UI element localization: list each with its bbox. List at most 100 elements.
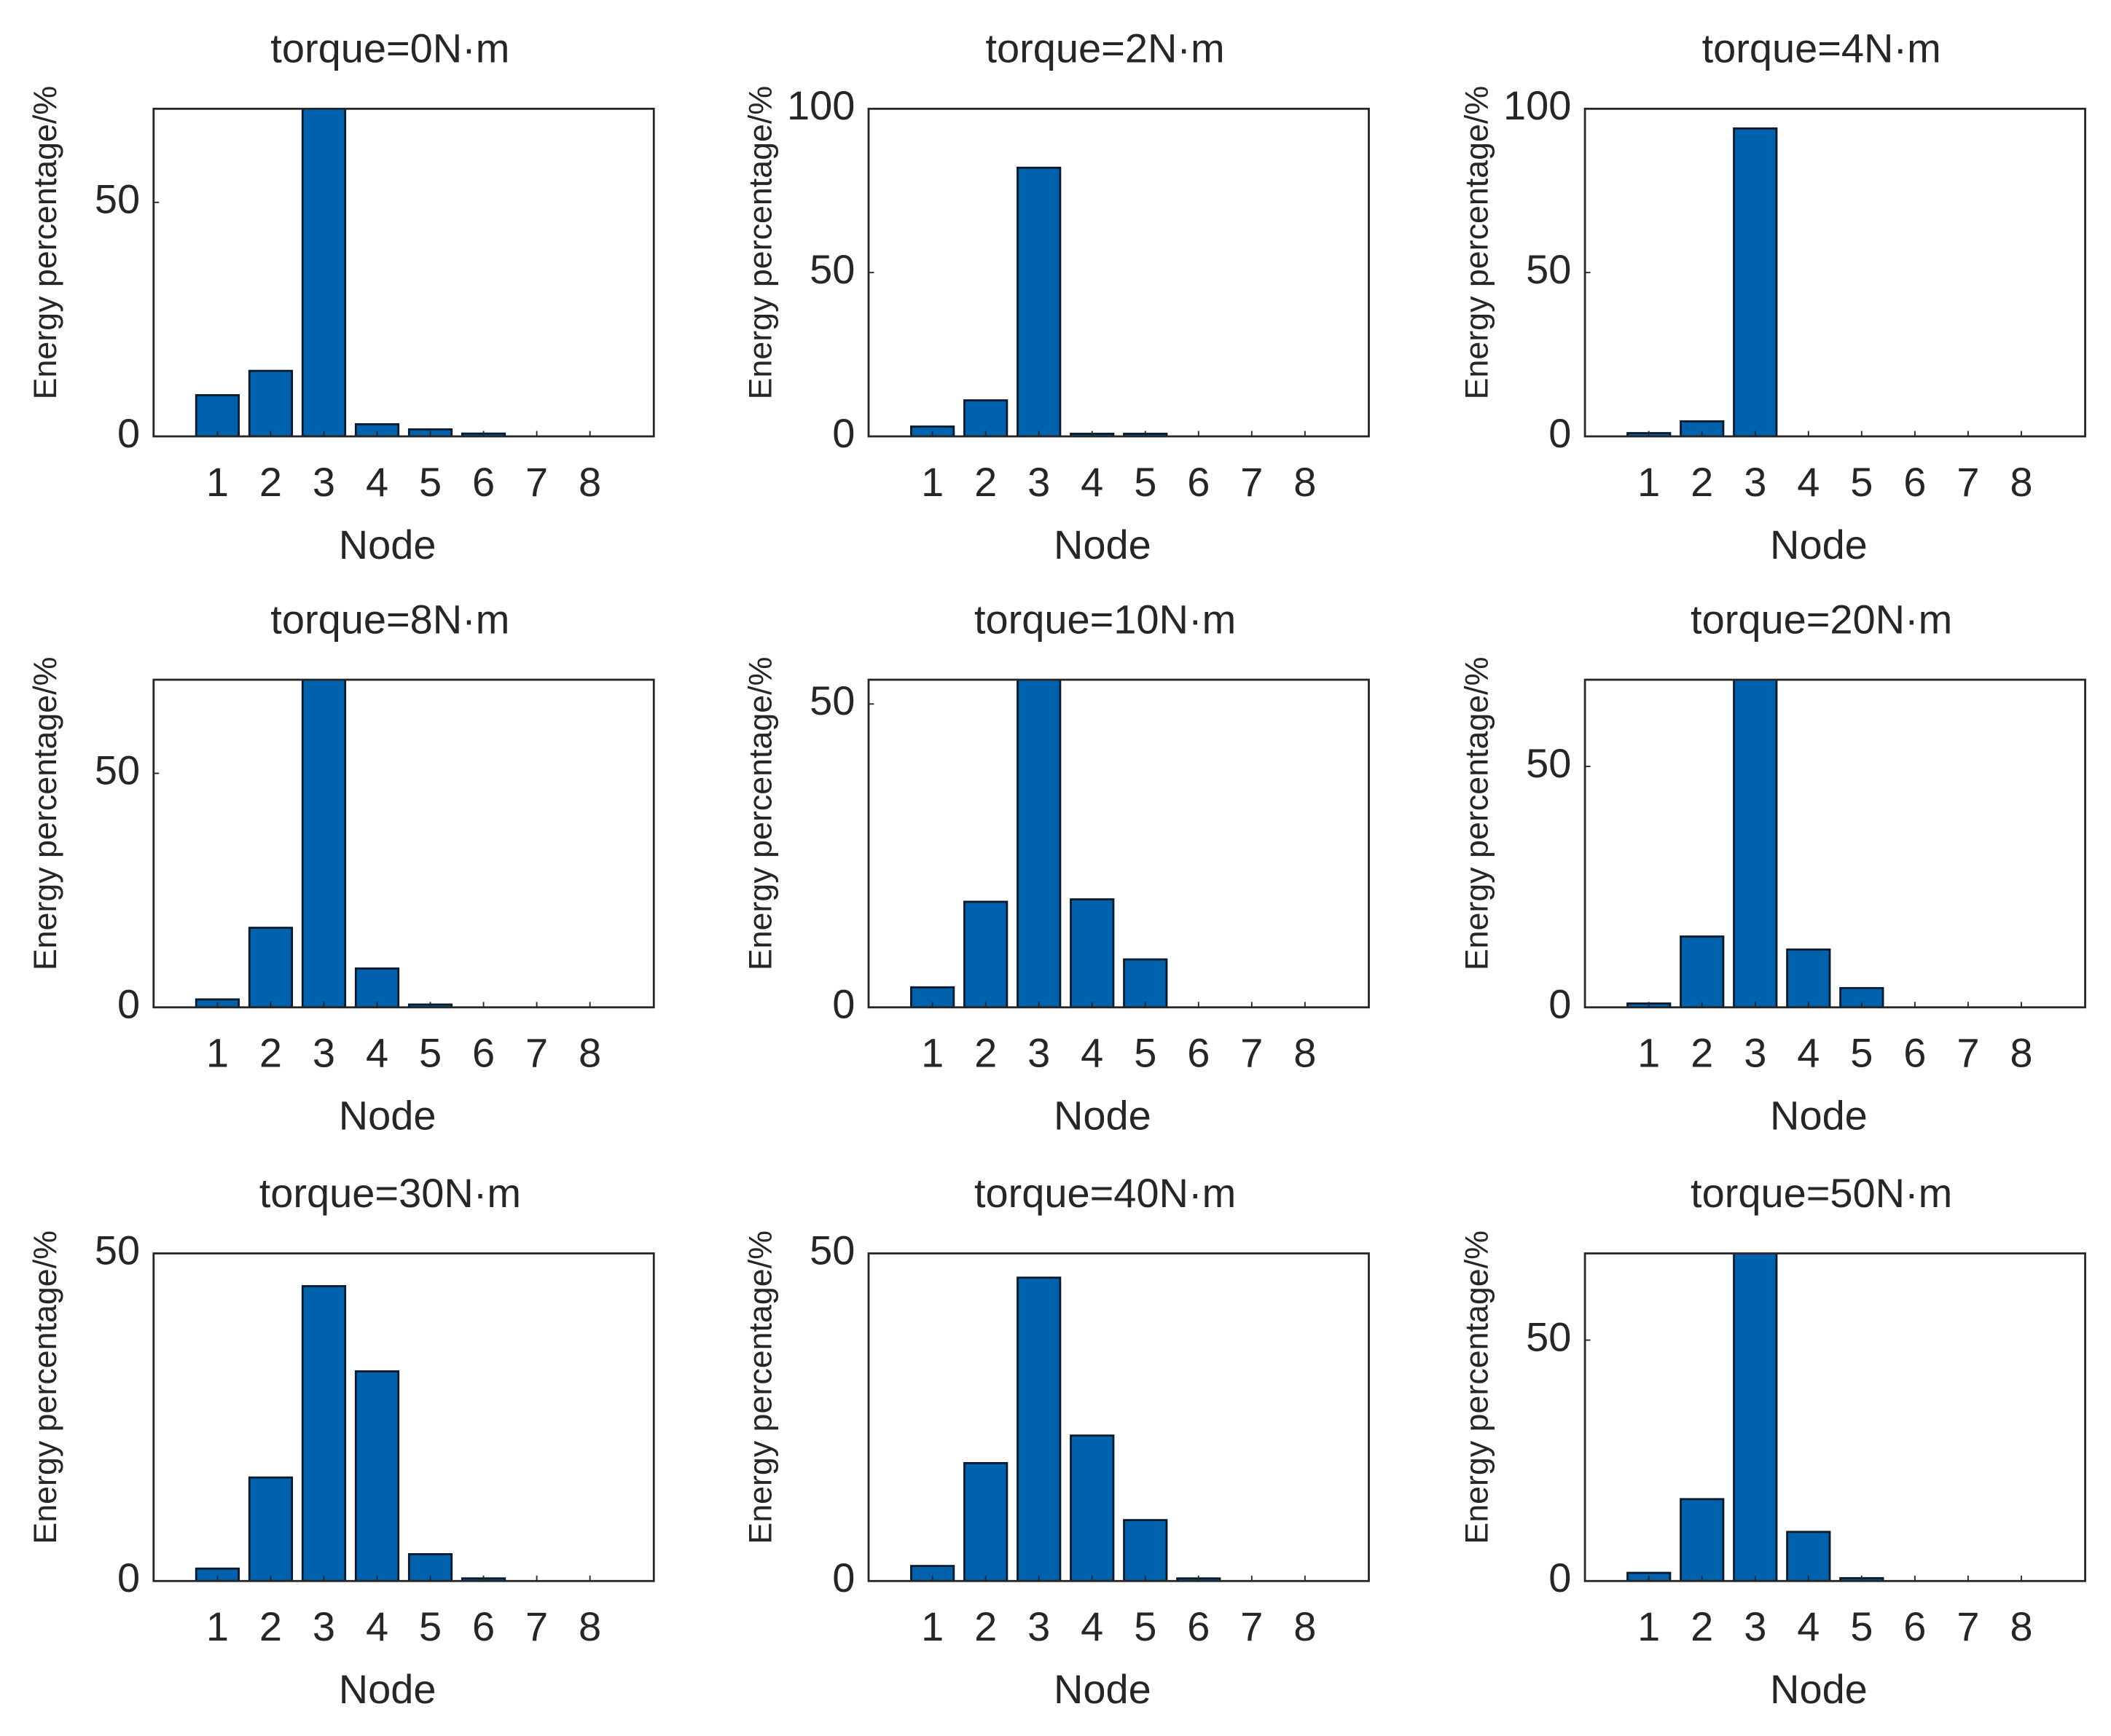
y-axis-label: Energy percentage/% xyxy=(27,657,63,971)
x-tick-label: 1 xyxy=(206,1603,229,1649)
y-tick-label: 50 xyxy=(95,1227,140,1273)
y-tick-label: 50 xyxy=(95,747,140,793)
axes-box xyxy=(152,1252,655,1582)
x-tick-label: 5 xyxy=(419,1603,442,1649)
panel: 1 2 3 4 5 6 7 8 0 50 torque=8N·m Node Energy percent… xyxy=(27,596,655,1139)
x-tick-label: 7 xyxy=(1240,1030,1263,1076)
bar xyxy=(248,1476,294,1582)
axes-box xyxy=(867,678,1370,1009)
bar xyxy=(1017,166,1062,437)
plot-area xyxy=(1585,680,2085,1008)
y-tick-label: 50 xyxy=(810,1227,855,1273)
y-tick-label: 100 xyxy=(1503,82,1571,128)
bar xyxy=(195,394,240,437)
y-tick-label: 0 xyxy=(832,981,855,1027)
bars xyxy=(1626,1253,1884,1582)
x-tick-label: 8 xyxy=(579,1603,601,1649)
panel: 1 2 3 4 5 6 7 8 0 50 torque=10N·m Node Energy percen… xyxy=(742,596,1370,1139)
x-tick-label: 3 xyxy=(1744,1030,1766,1076)
bar xyxy=(1733,1253,1778,1582)
x-tick-label: 6 xyxy=(472,1603,495,1649)
bar xyxy=(1070,898,1115,1008)
bar xyxy=(1017,1276,1062,1582)
x-tick-label: 3 xyxy=(1744,1603,1766,1649)
x-tick-label: 2 xyxy=(259,1030,282,1076)
bar xyxy=(1733,127,1778,437)
bar xyxy=(1123,1519,1168,1582)
y-axis-label: Energy percentage/% xyxy=(1458,657,1495,971)
y-axis-label: Energy percentage/% xyxy=(742,1230,778,1544)
x-axis-label: Node xyxy=(339,1666,436,1712)
x-tick-label: 2 xyxy=(974,1030,997,1076)
axes-box xyxy=(867,1252,1370,1582)
panel: 1 2 3 4 5 6 7 8 0 50 torque=20N·m Node Energy percen… xyxy=(1458,596,2086,1139)
x-tick-label: 4 xyxy=(366,1030,388,1076)
panel: 1 2 3 4 5 6 7 8 0 50 torque=0N·m Node Energy percent… xyxy=(27,25,655,567)
x-axis-label: Node xyxy=(1054,1666,1151,1712)
x-tick-label: 4 xyxy=(1081,459,1103,505)
y-axis-label: Energy percentage/% xyxy=(1458,86,1495,400)
x-axis-label: Node xyxy=(1054,1093,1151,1139)
y-axis-label: Energy percentage/% xyxy=(27,1230,63,1544)
x-tick-label: 8 xyxy=(2010,459,2032,505)
bar xyxy=(1786,948,1831,1008)
x-tick-label: 1 xyxy=(1637,1030,1660,1076)
axes-box xyxy=(1583,678,2086,1009)
x-tick-label: 6 xyxy=(1903,459,1926,505)
panel: 1 2 3 4 5 6 7 8 0 50 100 torque=2N·m Node Energy perc… xyxy=(742,25,1370,567)
bars xyxy=(195,680,453,1008)
bar xyxy=(1680,420,1725,437)
x-tick-label: 8 xyxy=(1293,1603,1316,1649)
x-tick-label: 1 xyxy=(206,459,229,505)
x-tick-label: 6 xyxy=(1187,1603,1210,1649)
x-tick-label: 5 xyxy=(419,459,442,505)
x-tick-label: 8 xyxy=(2010,1030,2032,1076)
chart-title: torque=0N·m xyxy=(270,25,509,71)
chart-title: torque=50N·m xyxy=(1691,1170,1952,1216)
y-axis-label: Energy percentage/% xyxy=(742,657,778,971)
x-tick-label: 4 xyxy=(1081,1603,1103,1649)
y-tick-label: 0 xyxy=(117,410,140,456)
x-tick-label: 8 xyxy=(579,459,601,505)
x-tick-label: 1 xyxy=(921,1603,944,1649)
y-tick-label: 50 xyxy=(95,176,140,222)
x-tick-label: 1 xyxy=(206,1030,229,1076)
plot-area xyxy=(869,680,1369,1008)
x-tick-label: 3 xyxy=(1027,1030,1050,1076)
bar xyxy=(963,900,1008,1008)
x-tick-label: 2 xyxy=(259,459,282,505)
x-tick-label: 4 xyxy=(1081,1030,1103,1076)
x-tick-label: 1 xyxy=(1637,1603,1660,1649)
x-tick-label: 2 xyxy=(1691,1603,1713,1649)
x-tick-label: 7 xyxy=(1240,1603,1263,1649)
y-tick-label: 0 xyxy=(832,410,855,456)
x-tick-label: 5 xyxy=(1850,1030,1873,1076)
y-tick-label: 100 xyxy=(787,82,855,128)
x-tick-label: 7 xyxy=(1957,1030,1979,1076)
bar xyxy=(963,1461,1008,1582)
x-tick-label: 5 xyxy=(1850,459,1873,505)
x-axis-label: Node xyxy=(1770,1666,1868,1712)
plot-area xyxy=(153,1253,654,1582)
y-tick-label: 0 xyxy=(832,1555,855,1601)
x-tick-label: 6 xyxy=(1187,1030,1210,1076)
chart-title: torque=40N·m xyxy=(974,1170,1236,1216)
x-tick-label: 3 xyxy=(313,1603,335,1649)
bar xyxy=(248,927,294,1008)
x-tick-label: 6 xyxy=(472,459,495,505)
y-tick-label: 50 xyxy=(1526,1313,1571,1359)
y-tick-label: 50 xyxy=(810,246,855,292)
plot-area xyxy=(1585,1253,2085,1582)
x-tick-label: 4 xyxy=(1797,1603,1820,1649)
axes-box xyxy=(152,678,655,1009)
bars xyxy=(910,680,1168,1008)
bar xyxy=(1733,680,1778,1008)
plot-area xyxy=(153,109,654,437)
panel: 1 2 3 4 5 6 7 8 0 50 torque=50N·m Node Energy percen… xyxy=(1458,1170,2086,1712)
x-tick-label: 7 xyxy=(525,459,548,505)
x-tick-label: 4 xyxy=(1797,459,1820,505)
chart-title: torque=30N·m xyxy=(259,1170,521,1216)
panel: 1 2 3 4 5 6 7 8 0 50 torque=30N·m Node Energy percen… xyxy=(27,1170,655,1712)
